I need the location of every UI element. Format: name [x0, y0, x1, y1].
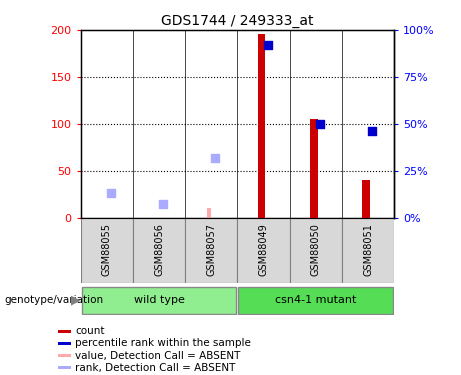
Point [316, 121, 324, 127]
Point [107, 190, 115, 196]
Bar [133, 217, 185, 283]
Text: GSM88051: GSM88051 [363, 223, 373, 276]
Text: value, Detection Call = ABSENT: value, Detection Call = ABSENT [75, 351, 241, 361]
Bar [58, 342, 71, 345]
Text: GSM88050: GSM88050 [311, 223, 321, 276]
Text: ▶: ▶ [71, 294, 81, 306]
Bar [207, 208, 211, 218]
Bar [81, 217, 133, 283]
Bar [82, 286, 236, 314]
Bar [58, 354, 71, 357]
Bar [238, 286, 393, 314]
Text: GSM88057: GSM88057 [206, 223, 216, 276]
Text: GSM88049: GSM88049 [259, 223, 269, 276]
Bar [237, 217, 290, 283]
Point [212, 154, 219, 160]
Bar [185, 217, 237, 283]
Text: genotype/variation: genotype/variation [5, 295, 104, 305]
Point [264, 42, 272, 48]
Text: GSM88055: GSM88055 [102, 223, 112, 276]
Text: csn4-1 mutant: csn4-1 mutant [275, 295, 356, 305]
Title: GDS1744 / 249333_at: GDS1744 / 249333_at [161, 13, 313, 28]
Bar [362, 180, 370, 218]
Bar [58, 366, 71, 369]
Text: GSM88056: GSM88056 [154, 223, 164, 276]
Text: percentile rank within the sample: percentile rank within the sample [75, 339, 251, 348]
Bar [58, 330, 71, 333]
Text: rank, Detection Call = ABSENT: rank, Detection Call = ABSENT [75, 363, 236, 373]
Bar [342, 217, 394, 283]
Point [368, 128, 376, 134]
Bar [258, 34, 266, 218]
Bar [290, 217, 342, 283]
Point [160, 201, 167, 207]
Text: count: count [75, 326, 105, 336]
Bar [310, 119, 318, 218]
Text: wild type: wild type [134, 295, 184, 305]
